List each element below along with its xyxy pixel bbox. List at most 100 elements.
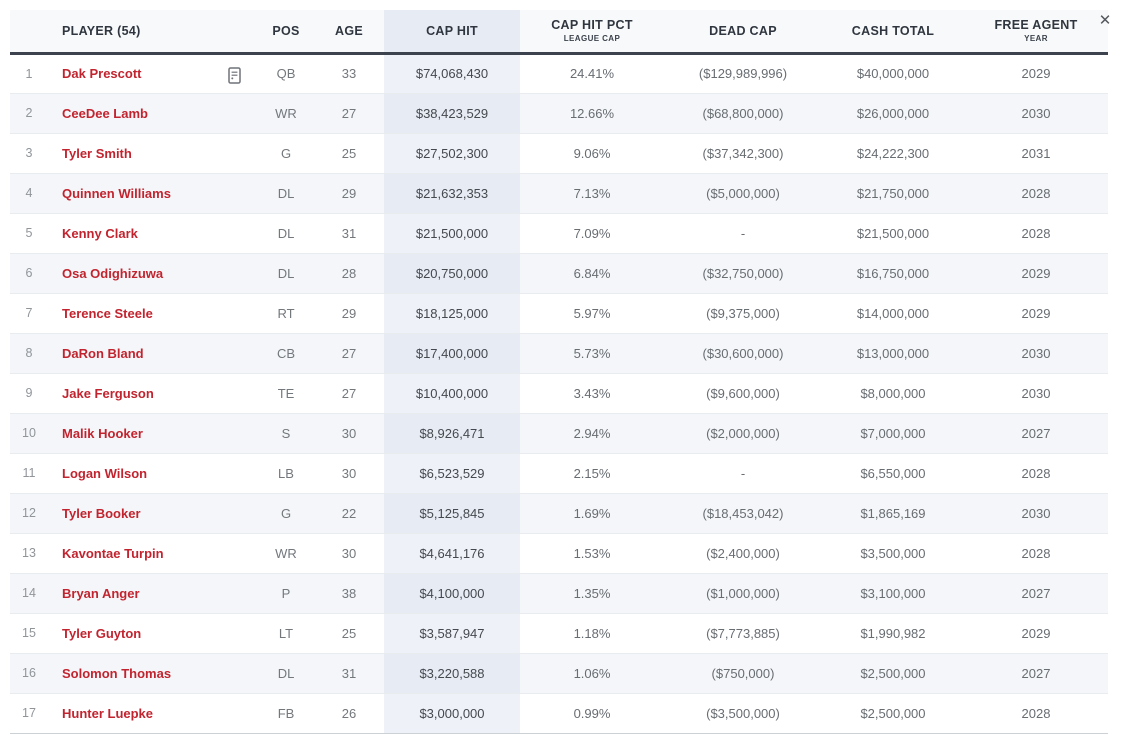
row-cash-total: $3,500,000 — [822, 533, 964, 574]
table-row: 15 Tyler Guyton LT 25 $3,587,947 1.18% (… — [10, 613, 1108, 654]
player-link[interactable]: Osa Odighizuwa — [62, 265, 164, 281]
header-cash-total[interactable]: CASH TOTAL — [822, 10, 964, 55]
row-player-cell: Kenny Clark — [48, 213, 258, 254]
row-pos: FB — [258, 693, 314, 734]
row-cash-total: $6,550,000 — [822, 453, 964, 494]
row-free-agent: 2030 — [964, 373, 1108, 414]
table-row: 16 Solomon Thomas DL 31 $3,220,588 1.06%… — [10, 653, 1108, 694]
row-cap-hit: $21,632,353 — [384, 173, 520, 214]
close-icon[interactable]: ✕ — [1095, 11, 1115, 31]
header-cap-hit-pct-sublabel: LEAGUE CAP — [563, 34, 621, 44]
row-cap-hit: $8,926,471 — [384, 413, 520, 454]
row-cash-total: $26,000,000 — [822, 93, 964, 134]
row-player-cell: Terence Steele — [48, 293, 258, 334]
player-link[interactable]: Solomon Thomas — [62, 665, 172, 681]
header-pos[interactable]: POS — [258, 10, 314, 55]
row-pos: WR — [258, 533, 314, 574]
row-rank: 17 — [10, 693, 48, 734]
row-cap-hit: $20,750,000 — [384, 253, 520, 294]
player-link[interactable]: Logan Wilson — [62, 465, 148, 481]
row-cash-total: $16,750,000 — [822, 253, 964, 294]
row-cap-hit-pct: 5.97% — [520, 293, 664, 334]
salary-cap-table: PLAYER (54) POS AGE CAP HIT CAP HIT PCT … — [10, 10, 1108, 734]
row-cash-total: $8,000,000 — [822, 373, 964, 414]
row-age: 30 — [314, 413, 384, 454]
row-cash-total: $2,500,000 — [822, 693, 964, 734]
row-age: 22 — [314, 493, 384, 534]
player-link[interactable]: Kavontae Turpin — [62, 545, 164, 561]
row-pos: CB — [258, 333, 314, 374]
player-link[interactable]: Quinnen Williams — [62, 185, 171, 201]
row-rank: 4 — [10, 173, 48, 214]
row-player-cell: Jake Ferguson — [48, 373, 258, 414]
row-player-cell: Dak Prescott — [48, 53, 258, 94]
table-row: 5 Kenny Clark DL 31 $21,500,000 7.09% - … — [10, 213, 1108, 254]
header-player[interactable]: PLAYER (54) — [48, 10, 258, 55]
header-age[interactable]: AGE — [314, 10, 384, 55]
row-pos: WR — [258, 93, 314, 134]
header-cap-hit-pct[interactable]: CAP HIT PCT LEAGUE CAP — [520, 10, 664, 55]
player-link[interactable]: Tyler Smith — [62, 145, 132, 161]
row-cash-total: $40,000,000 — [822, 53, 964, 94]
table-row: 12 Tyler Booker G 22 $5,125,845 1.69% ($… — [10, 493, 1108, 534]
row-dead-cap: ($7,773,885) — [664, 613, 822, 654]
row-player-cell: CeeDee Lamb — [48, 93, 258, 134]
row-age: 28 — [314, 253, 384, 294]
row-cash-total: $1,865,169 — [822, 493, 964, 534]
row-dead-cap: ($9,375,000) — [664, 293, 822, 334]
row-cash-total: $13,000,000 — [822, 333, 964, 374]
row-pos: LT — [258, 613, 314, 654]
row-age: 31 — [314, 653, 384, 694]
row-cap-hit-pct: 7.13% — [520, 173, 664, 214]
header-dead-cap[interactable]: DEAD CAP — [664, 10, 822, 55]
row-player-cell: Solomon Thomas — [48, 653, 258, 694]
row-pos: P — [258, 573, 314, 614]
player-link[interactable]: DaRon Bland — [62, 345, 144, 361]
row-dead-cap: ($1,000,000) — [664, 573, 822, 614]
row-dead-cap: ($9,600,000) — [664, 373, 822, 414]
row-rank: 13 — [10, 533, 48, 574]
row-player-cell: Kavontae Turpin — [48, 533, 258, 574]
player-link[interactable]: Bryan Anger — [62, 585, 140, 601]
row-age: 26 — [314, 693, 384, 734]
row-rank: 8 — [10, 333, 48, 374]
row-player-cell: Hunter Luepke — [48, 693, 258, 734]
row-cap-hit: $4,100,000 — [384, 573, 520, 614]
row-age: 27 — [314, 333, 384, 374]
row-cash-total: $24,222,300 — [822, 133, 964, 174]
row-cash-total: $7,000,000 — [822, 413, 964, 454]
player-link[interactable]: Dak Prescott — [62, 66, 142, 81]
row-age: 25 — [314, 133, 384, 174]
table-row: 6 Osa Odighizuwa DL 28 $20,750,000 6.84%… — [10, 253, 1108, 294]
row-cash-total: $2,500,000 — [822, 653, 964, 694]
header-cap-hit[interactable]: CAP HIT — [384, 10, 520, 55]
player-link[interactable]: Jake Ferguson — [62, 385, 154, 401]
row-pos: QB — [258, 53, 314, 94]
row-player-cell: Tyler Guyton — [48, 613, 258, 654]
player-link[interactable]: Tyler Guyton — [62, 625, 142, 641]
row-player-cell: Quinnen Williams — [48, 173, 258, 214]
player-link[interactable]: Hunter Luepke — [62, 705, 154, 721]
row-cap-hit-pct: 6.84% — [520, 253, 664, 294]
player-link[interactable]: Terence Steele — [62, 305, 153, 321]
row-cash-total: $3,100,000 — [822, 573, 964, 614]
row-free-agent: 2030 — [964, 93, 1108, 134]
player-link[interactable]: CeeDee Lamb — [62, 105, 148, 121]
header-free-agent[interactable]: FREE AGENT YEAR — [964, 10, 1108, 55]
player-link[interactable]: Kenny Clark — [62, 225, 138, 241]
row-cap-hit-pct: 2.94% — [520, 413, 664, 454]
player-link[interactable]: Tyler Booker — [62, 505, 141, 521]
row-age: 38 — [314, 573, 384, 614]
row-pos: RT — [258, 293, 314, 334]
player-link[interactable]: Malik Hooker — [62, 425, 143, 441]
row-dead-cap: ($129,989,996) — [664, 53, 822, 94]
row-dead-cap: ($3,500,000) — [664, 693, 822, 734]
row-rank: 11 — [10, 453, 48, 494]
contract-icon[interactable] — [228, 66, 241, 84]
table-row: 9 Jake Ferguson TE 27 $10,400,000 3.43% … — [10, 373, 1108, 414]
row-rank: 12 — [10, 493, 48, 534]
row-dead-cap: - — [664, 453, 822, 494]
table-row: 17 Hunter Luepke FB 26 $3,000,000 0.99% … — [10, 693, 1108, 734]
row-free-agent: 2029 — [964, 293, 1108, 334]
table-row: 11 Logan Wilson LB 30 $6,523,529 2.15% -… — [10, 453, 1108, 494]
